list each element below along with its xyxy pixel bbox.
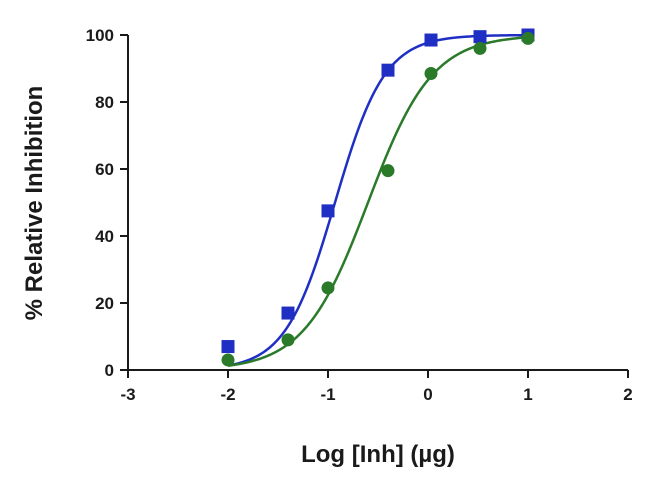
data-point-circle [281, 333, 295, 347]
x-tick-label: 2 [623, 385, 632, 404]
data-point-circle [221, 353, 235, 367]
x-tick-label: -3 [120, 385, 135, 404]
y-tick-label: 0 [105, 361, 114, 380]
fit-curves [227, 33, 529, 367]
data-point-circle [521, 31, 535, 45]
x-tick-label: 0 [423, 385, 432, 404]
data-point-circle [321, 281, 335, 295]
x-tick-label: -1 [320, 385, 335, 404]
y-tick-label: 100 [86, 26, 114, 45]
data-point-square [424, 33, 438, 47]
y-tick-label: 80 [95, 93, 114, 112]
data-point-circle [381, 164, 395, 178]
data-point-square [221, 340, 235, 354]
y-axis-title: % Relative Inhibition [21, 86, 48, 321]
data-point-square [473, 30, 487, 44]
data-markers [221, 28, 535, 367]
x-tick-label: -2 [220, 385, 235, 404]
data-point-square [381, 63, 395, 77]
data-point-circle [424, 67, 438, 81]
data-point-square [321, 204, 335, 218]
x-axis: -3 -2 -1 0 1 2 [120, 369, 633, 404]
x-axis-title: Log [Inh] (µg) [301, 441, 455, 468]
fit-curve-1 [227, 33, 529, 367]
data-point-circle [473, 41, 487, 55]
y-tick-label: 40 [95, 227, 114, 246]
y-tick-label: 60 [95, 160, 114, 179]
y-tick-label: 20 [95, 294, 114, 313]
x-ticks: -3 -2 -1 0 1 2 [120, 370, 633, 404]
x-tick-label: 1 [523, 385, 532, 404]
y-ticks: 0 20 40 60 80 100 [86, 26, 128, 380]
y-axis: 0 20 40 60 80 100 [86, 26, 129, 380]
data-point-square [281, 306, 295, 320]
